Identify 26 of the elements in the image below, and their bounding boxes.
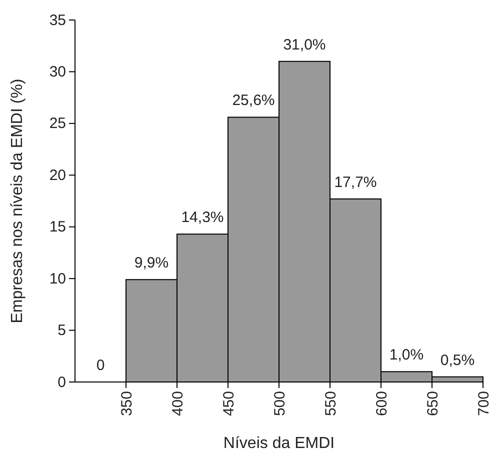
y-tick-label: 15 xyxy=(49,218,66,236)
x-tick-label: 350 xyxy=(118,391,136,416)
y-tick-label: 30 xyxy=(49,64,66,81)
x-tick-label: 600 xyxy=(373,391,390,416)
data-label: 14,3% xyxy=(181,209,224,226)
x-tick-label: 500 xyxy=(271,391,288,416)
y-tick-label: 10 xyxy=(49,270,66,288)
data-label: 25,6% xyxy=(232,92,275,110)
data-label: 0,5% xyxy=(440,352,475,369)
x-tick-label: 650 xyxy=(424,391,442,416)
x-axis-title: Níveis da EMDI xyxy=(223,435,335,452)
y-tick-label: 0 xyxy=(58,374,66,391)
x-tick-label: 450 xyxy=(220,391,238,416)
data-label: 9,9% xyxy=(134,254,169,272)
y-tick-label: 35 xyxy=(49,12,66,29)
x-tick-label: 700 xyxy=(475,391,492,416)
y-axis-title: Empresas nos níveis da EMDI (%) xyxy=(9,78,26,324)
y-tick-label: 25 xyxy=(49,115,66,132)
data-label: 31,0% xyxy=(283,36,326,54)
data-label: 17,7% xyxy=(334,174,377,191)
data-label: 1,0% xyxy=(389,346,424,364)
x-tick-label: 400 xyxy=(169,391,186,416)
data-label: 0 xyxy=(96,357,105,374)
y-tick-label: 20 xyxy=(49,166,66,184)
y-tick-label: 5 xyxy=(58,322,66,340)
x-tick-label: 550 xyxy=(322,391,340,416)
